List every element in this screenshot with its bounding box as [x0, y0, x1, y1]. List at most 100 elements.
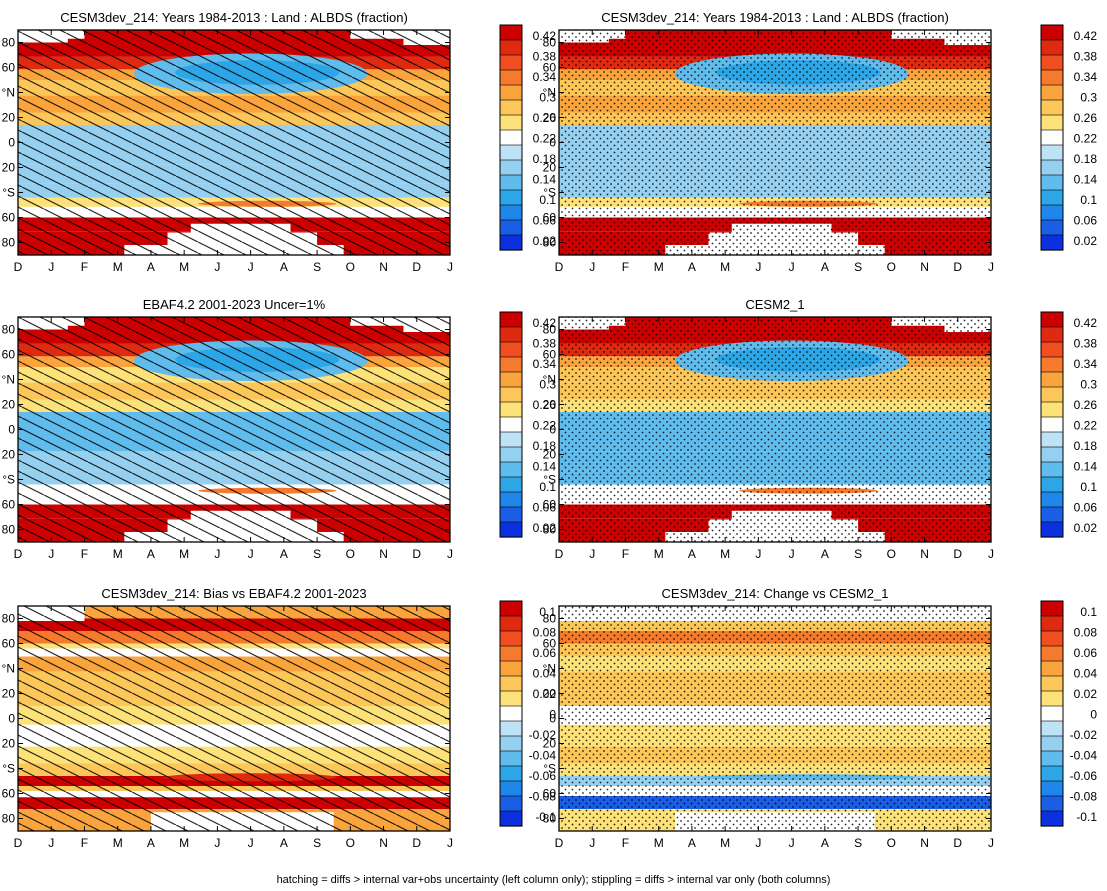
colorbar-label: 0.26 [533, 111, 557, 125]
chart-title: CESM3dev_214: Bias vs EBAF4.2 2001-2023 [101, 586, 366, 601]
colorbar-swatch [499, 720, 523, 737]
colorbar-swatch [1040, 780, 1064, 797]
x-tick-label: A [280, 547, 288, 561]
colorbar-swatch [499, 645, 523, 662]
colorbar-swatch [499, 780, 523, 797]
y-tick-label: °S [543, 762, 556, 776]
colorbar-label: 0.1 [539, 193, 556, 207]
colorbar-label: -0.04 [529, 748, 557, 762]
x-tick-label: A [147, 836, 155, 850]
y-tick-label: 60 [543, 211, 557, 225]
colorbar-swatch [1040, 219, 1064, 236]
colorbar-swatch [1040, 84, 1064, 101]
colorbar-swatch [499, 416, 523, 433]
x-tick-label: S [854, 836, 862, 850]
x-tick-label: M [654, 547, 664, 561]
x-tick-label: J [214, 547, 220, 561]
colorbar-swatch [1040, 461, 1064, 478]
colorbar-swatch [499, 189, 523, 206]
colorbar-swatch [1040, 765, 1064, 782]
x-tick-label: J [248, 836, 254, 850]
x-tick-label: S [313, 260, 321, 274]
stippling-overlay [559, 317, 991, 542]
colorbar-swatch [1040, 521, 1064, 538]
hatching-overlay [18, 606, 450, 831]
x-tick-label: D [14, 836, 23, 850]
y-tick-label: 0 [8, 712, 15, 726]
y-tick-label: 60 [543, 61, 557, 75]
x-tick-label: J [48, 836, 54, 850]
x-tick-label: O [346, 836, 355, 850]
colorbar-swatch [1040, 675, 1064, 692]
colorbar-swatch [499, 491, 523, 508]
colorbar-label: -0.08 [529, 789, 557, 803]
y-tick-label: 20 [2, 448, 16, 462]
x-tick-label: J [447, 547, 453, 561]
x-tick-label: A [821, 547, 829, 561]
colorbar-label: 0.08 [533, 626, 557, 640]
colorbar-swatch [1040, 371, 1064, 388]
colorbar-label: 0.18 [1074, 152, 1098, 166]
colorbar-frame [1040, 311, 1064, 538]
colorbar-swatch [1040, 341, 1064, 358]
colorbar-swatch [499, 476, 523, 493]
colorbar-swatch [499, 735, 523, 752]
colorbar-swatch [499, 386, 523, 403]
colorbar-label: 0.38 [1074, 50, 1098, 64]
colorbar-label: 0.42 [533, 316, 557, 330]
colorbar-swatch [499, 630, 523, 647]
y-tick-label: °N [543, 373, 556, 387]
colorbar-swatch [1040, 600, 1064, 617]
y-tick-label: 20 [2, 111, 16, 125]
x-tick-label: D [953, 547, 962, 561]
colorbar-swatch [499, 660, 523, 677]
colorbar-label: 0.1 [539, 480, 556, 494]
y-tick-label: °N [2, 373, 15, 387]
y-tick-label: 80 [543, 612, 557, 626]
colorbar-swatch [1040, 416, 1064, 433]
x-tick-label: J [589, 547, 595, 561]
colorbar-swatch [1040, 720, 1064, 737]
x-tick-label: F [81, 836, 88, 850]
chart-title: CESM2_1 [745, 297, 804, 312]
x-tick-label: D [555, 260, 564, 274]
y-tick-label: 20 [543, 687, 557, 701]
colorbar-swatch [1040, 431, 1064, 448]
colorbar-label: 0.14 [1074, 459, 1098, 473]
chart-title: CESM3dev_214: Years 1984-2013 : Land : A… [601, 10, 949, 25]
colorbar-swatch [499, 114, 523, 131]
x-tick-label: A [821, 836, 829, 850]
x-tick-label: J [789, 260, 795, 274]
x-tick-label: F [622, 260, 629, 274]
colorbar-label: 0.18 [533, 152, 557, 166]
colorbar-swatch [1040, 630, 1064, 647]
chart-panel-6: CESM3dev_214: Change vs CESM2_1 80 60 °N 20 0… [543, 586, 1098, 850]
colorbar-swatch [499, 326, 523, 343]
x-tick-label: F [622, 547, 629, 561]
colorbar-label: 0.02 [533, 687, 557, 701]
x-tick-label: N [379, 836, 388, 850]
colorbar-label: 0.38 [1074, 337, 1098, 351]
colorbar-label: -0.08 [1070, 789, 1098, 803]
stippling-overlay [559, 606, 991, 831]
x-tick-label: D [953, 260, 962, 274]
colorbar-swatch [1040, 401, 1064, 418]
colorbar-frame [499, 311, 523, 538]
colorbar-label: 0 [549, 708, 556, 722]
colorbar-label: 0.22 [1074, 419, 1098, 433]
y-tick-label: °S [2, 762, 15, 776]
colorbar-frame [499, 600, 523, 827]
colorbar-label: 0.26 [1074, 398, 1098, 412]
colorbar-label: 0.38 [533, 337, 557, 351]
colorbar-swatch [499, 401, 523, 418]
x-tick-label: J [48, 260, 54, 274]
y-tick-label: °N [2, 86, 15, 100]
chart-title: EBAF4.2 2001-2023 Uncer=1% [143, 297, 326, 312]
colorbar-swatch [499, 54, 523, 71]
colorbar-label: 0.18 [533, 439, 557, 453]
x-tick-label: M [179, 260, 189, 274]
chart-panel-2: CESM3dev_214: Years 1984-2013 : Land : A… [543, 10, 1098, 274]
colorbar-swatch [499, 24, 523, 41]
x-tick-label: J [755, 547, 761, 561]
hatching-overlay [18, 317, 450, 542]
